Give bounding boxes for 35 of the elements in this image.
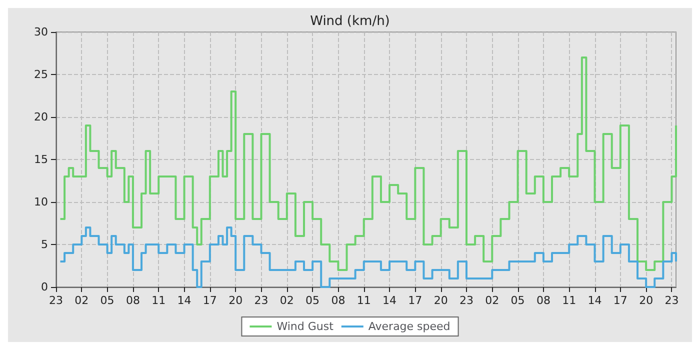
x-tick-label: 14 [382, 294, 397, 307]
x-tick-label: 23 [459, 294, 474, 307]
y-tick-label: 25 [34, 68, 48, 81]
x-tick-label: 11 [562, 294, 576, 307]
y-tick-label: 20 [34, 110, 48, 124]
x-tick-label: 23 [49, 294, 63, 307]
x-tick-label: 02 [280, 294, 294, 307]
legend-label: Wind Gust [276, 320, 334, 333]
x-tick-label: 11 [356, 294, 371, 307]
y-tick-label: 10 [34, 196, 48, 208]
x-tick-label: 08 [536, 294, 550, 307]
y-tick-label: 0 [41, 280, 48, 294]
y-tick-label: 15 [34, 153, 48, 166]
x-tick-label: 20 [434, 294, 448, 307]
x-tick-label: 14 [588, 294, 602, 307]
x-tick-label: 20 [228, 294, 243, 307]
x-tick-label: 23 [664, 294, 679, 307]
x-tick-label: 17 [202, 294, 217, 307]
x-tick-label: 05 [100, 294, 114, 307]
x-tick-label: 14 [177, 294, 192, 307]
x-tick-label: 05 [306, 294, 320, 307]
legend-label: Average speed [368, 320, 450, 333]
x-tick-label: 11 [152, 294, 166, 307]
x-tick-label: 08 [126, 294, 140, 307]
x-tick-label: 23 [254, 294, 268, 307]
x-tick-label: 17 [613, 294, 628, 307]
x-tick-label: 20 [639, 294, 654, 307]
x-tick-label: 02 [74, 294, 89, 307]
y-tick-label: 5 [41, 238, 48, 251]
x-tick-label: 17 [408, 294, 422, 307]
x-tick-label: 05 [510, 294, 525, 307]
x-tick-label: 02 [485, 294, 500, 307]
chart-title: Wind (km/h) [310, 14, 390, 29]
y-tick-label: 30 [34, 26, 48, 38]
x-tick-label: 08 [331, 294, 346, 307]
